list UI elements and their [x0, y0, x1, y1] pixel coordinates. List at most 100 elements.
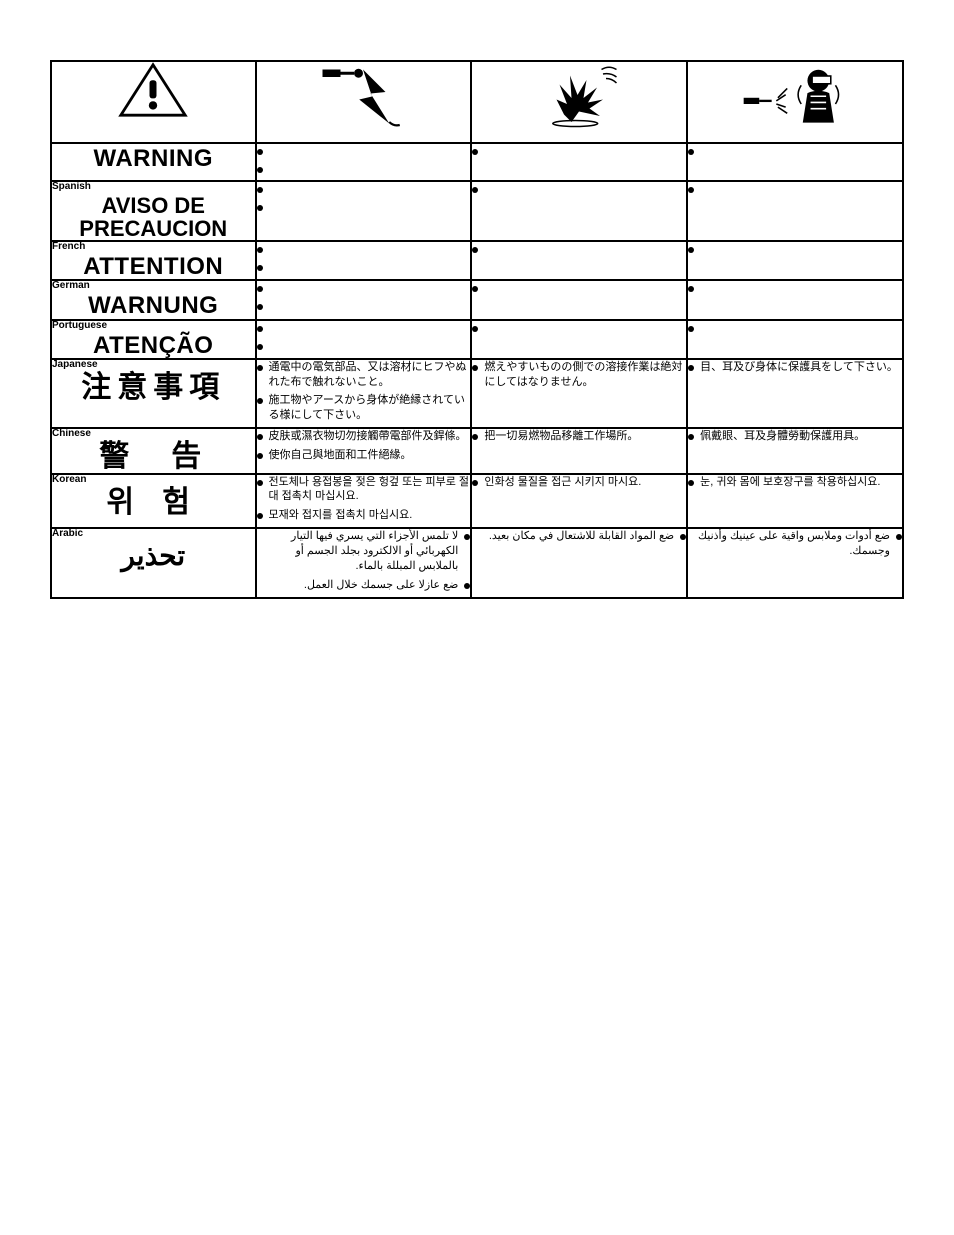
- icon-header-row: [51, 61, 903, 143]
- bullet-item: [257, 182, 471, 196]
- bullet-list: 把一切易燃物品移離工作場所。: [472, 429, 686, 444]
- lang-tag: Korean: [52, 475, 255, 485]
- bullet-item: [688, 144, 902, 158]
- bullet-list: [688, 242, 902, 256]
- lang-cell-french: FrenchATTENTION: [51, 241, 256, 280]
- hazard-cell: [687, 320, 903, 359]
- bullet-item: [688, 242, 902, 256]
- bullet-item: [257, 162, 471, 176]
- row-arabic: Arabic تحذيرلا تلمس الأجزاء التي يسري فيه…: [51, 528, 903, 597]
- lang-title: ATTENTION: [52, 254, 255, 279]
- bullet-list: ضع أدوات وملابس واقية على عينيك وأذنيك و…: [688, 529, 902, 559]
- hazard-cell: 눈, 귀와 몸에 보호장구를 착용하십시요.: [687, 474, 903, 529]
- lang-title: 注意事項: [52, 372, 255, 404]
- lang-tag: Portuguese: [52, 321, 255, 331]
- bullet-item: 전도체나 용접봉을 젖은 헝겊 또는 피부로 절대 접촉치 마십시요.: [257, 475, 471, 505]
- row-chinese: Chinese警 告皮肤或濕衣物切勿接觸帶電部件及銲條。使你自己與地面和工件絕緣…: [51, 428, 903, 474]
- fire-explosion-icon: [534, 62, 624, 130]
- hazard-cell: [471, 143, 687, 181]
- hazard-cell: [687, 143, 903, 181]
- lang-cell-spanish: Spanish AVISO DEPRECAUCION: [51, 181, 256, 241]
- hazard-cell: [256, 280, 472, 319]
- hazard-cell: [687, 280, 903, 319]
- bullet-list: [257, 144, 471, 176]
- bullet-item: [257, 242, 471, 256]
- bullet-list: [257, 182, 471, 214]
- hazard-cell: [687, 181, 903, 241]
- bullet-list: 佩戴眼、耳及身體勞動保護用具。: [688, 429, 902, 444]
- bullet-list: [257, 242, 471, 274]
- bullet-list: لا تلمس الأجزاء التي يسري فيها التيار ال…: [257, 529, 471, 592]
- lang-cell-english: WARNING: [51, 143, 256, 181]
- bullet-item: [472, 242, 686, 256]
- bullet-item: 施工物やアースから身体が絶縁されている様にして下さい。: [257, 393, 471, 423]
- hazard-cell: لا تلمس الأجزاء التي يسري فيها التيار ال…: [256, 528, 472, 597]
- lang-title: تحذير: [52, 541, 255, 570]
- lang-title: WARNUNG: [52, 293, 255, 318]
- bullet-item: [257, 339, 471, 353]
- row-spanish: Spanish AVISO DEPRECAUCION: [51, 181, 903, 241]
- bullet-list: ضع المواد القابلة للاشتعال في مكان بعيد.: [472, 529, 686, 544]
- lang-cell-portuguese: Portuguese ATENÇÃO: [51, 320, 256, 359]
- bullet-item: 目、耳及び身体に保護具をして下さい。: [688, 360, 902, 375]
- hazard-cell: [471, 181, 687, 241]
- hazard-cell: ضع المواد القابلة للاشتعال في مكان بعيد.: [471, 528, 687, 597]
- icon-fire-explosion: [471, 61, 687, 143]
- bullet-list: [472, 144, 686, 158]
- lang-cell-korean: Korean위 험: [51, 474, 256, 529]
- lang-cell-chinese: Chinese警 告: [51, 428, 256, 474]
- row-japanese: Japanese注意事項通電中の電気部品、又は溶材にヒフやぬれた布で触れないこと…: [51, 359, 903, 428]
- bullet-item: ضع عازلا على جسمك خلال العمل.: [257, 578, 471, 593]
- warning-triangle-icon: [118, 62, 188, 118]
- lang-title: WARNING: [52, 146, 255, 171]
- bullet-item: 인화성 물질을 접근 시키지 마시요.: [472, 475, 686, 490]
- bullet-item: [472, 281, 686, 295]
- bullet-item: 通電中の電気部品、又は溶材にヒフやぬれた布で触れないこと。: [257, 360, 471, 390]
- row-korean: Korean위 험전도체나 용접봉을 젖은 헝겊 또는 피부로 절대 접촉치 마…: [51, 474, 903, 529]
- hazard-cell: 通電中の電気部品、又は溶材にヒフやぬれた布で触れないこと。施工物やアースから身体…: [256, 359, 472, 428]
- hazard-cell: 전도체나 용접봉을 젖은 헝겊 또는 피부로 절대 접촉치 마십시요. 모재와 접…: [256, 474, 472, 529]
- icon-eye-ear-body: [687, 61, 903, 143]
- hazard-cell: [256, 181, 472, 241]
- hazard-cell: 燃えやすいものの側での溶接作業は絶対にしてはなりません。: [471, 359, 687, 428]
- lang-title: AVISO DEPRECAUCION: [52, 194, 255, 240]
- bullet-list: [472, 182, 686, 196]
- bullet-list: [257, 281, 471, 313]
- bullet-item: لا تلمس الأجزاء التي يسري فيها التيار ال…: [257, 529, 471, 574]
- bullet-list: [688, 321, 902, 335]
- icon-warning-triangle: [51, 61, 256, 143]
- bullet-list: 通電中の電気部品、又は溶材にヒフやぬれた布で触れないこと。施工物やアースから身体…: [257, 360, 471, 423]
- hazard-cell: 目、耳及び身体に保護具をして下さい。: [687, 359, 903, 428]
- bullet-list: 皮肤或濕衣物切勿接觸帶電部件及銲條。使你自己與地面和工件絕緣。: [257, 429, 471, 463]
- hazard-cell: [256, 143, 472, 181]
- bullet-item: [257, 299, 471, 313]
- bullet-list: [688, 281, 902, 295]
- bullet-list: 전도체나 용접봉을 젖은 헝겊 또는 피부로 절대 접촉치 마십시요. 모재와 접…: [257, 475, 471, 524]
- lang-cell-arabic: Arabic تحذير: [51, 528, 256, 597]
- bullet-item: [688, 321, 902, 335]
- bullet-list: 눈, 귀와 몸에 보호장구를 착용하십시요.: [688, 475, 902, 490]
- lang-tag: Arabic: [52, 529, 255, 539]
- hazard-cell: 佩戴眼、耳及身體勞動保護用具。: [687, 428, 903, 474]
- bullet-item: [257, 260, 471, 274]
- lang-title: ATENÇÃO: [52, 333, 255, 358]
- bullet-item: 佩戴眼、耳及身體勞動保護用具。: [688, 429, 902, 444]
- bullet-item: [472, 321, 686, 335]
- bullet-item: [688, 182, 902, 196]
- bullet-list: 燃えやすいものの側での溶接作業は絶対にしてはなりません。: [472, 360, 686, 390]
- lang-tag: Chinese: [52, 429, 255, 439]
- bullet-item: 모재와 접지를 접촉치 마십시요.: [257, 508, 471, 523]
- hazard-cell: [471, 320, 687, 359]
- hazard-cell: [256, 241, 472, 280]
- eye-ear-body-icon: [740, 62, 850, 132]
- bullet-list: [472, 321, 686, 335]
- bullet-item: 눈, 귀와 몸에 보호장구를 착용하십시요.: [688, 475, 902, 490]
- bullet-list: [688, 144, 902, 158]
- bullet-item: [257, 200, 471, 214]
- bullet-item: 燃えやすいものの側での溶接作業は絶対にしてはなりません。: [472, 360, 686, 390]
- hazard-cell: [687, 241, 903, 280]
- lang-tag: Spanish: [52, 182, 255, 192]
- hazard-cell: [471, 280, 687, 319]
- row-portuguese: Portuguese ATENÇÃO: [51, 320, 903, 359]
- bullet-list: [688, 182, 902, 196]
